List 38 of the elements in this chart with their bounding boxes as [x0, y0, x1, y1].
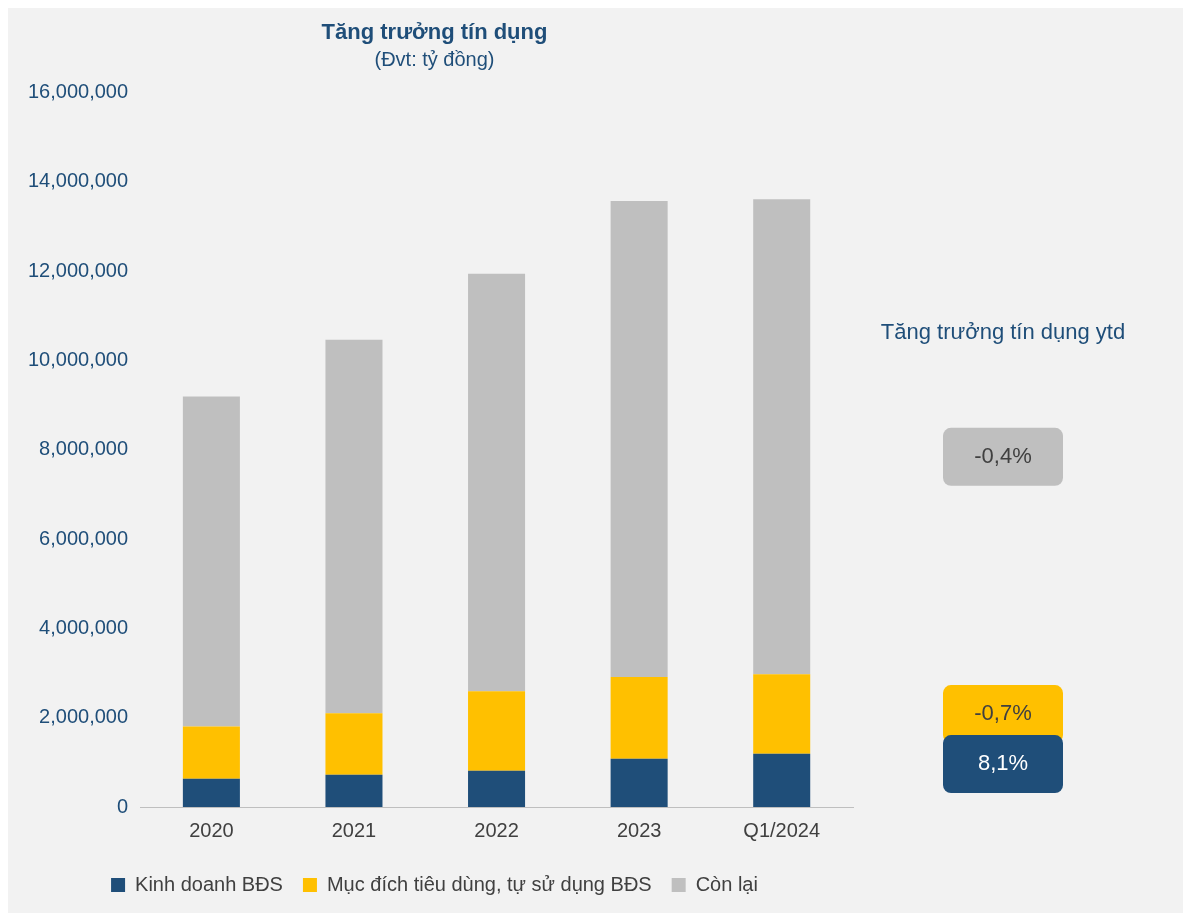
- bar: [182, 396, 240, 727]
- text: -0,7%: [974, 700, 1032, 726]
- legend-label: Mục đích tiêu dùng, tự sử dụng BĐS: [326, 872, 652, 895]
- x-tick-label: 2020: [189, 818, 234, 841]
- bar: [753, 674, 811, 754]
- bar: [468, 273, 526, 692]
- bar: [325, 774, 383, 807]
- bar: [325, 713, 383, 775]
- chart-title: Tăng trưởng tín dụng: [321, 19, 548, 45]
- x-tick-label: 2023: [616, 818, 662, 841]
- x-tick-label: 2022: [474, 818, 519, 841]
- y-tick-label: 12,000,000: [27, 258, 129, 281]
- x-tick-label: Q1/2024: [743, 818, 821, 841]
- legend-label: Kinh doanh BĐS: [135, 872, 283, 895]
- bar: [753, 199, 811, 675]
- bar: [182, 726, 240, 779]
- y-tick-label: 8,000,000: [39, 437, 129, 460]
- bar: [753, 753, 811, 807]
- bar: [610, 758, 668, 807]
- chart-subtitle: (Đvt: tỷ đồng): [374, 47, 495, 70]
- y-tick-label: 2,000,000: [39, 705, 129, 728]
- bar: [182, 778, 240, 807]
- y-tick-label: 10,000,000: [27, 347, 129, 370]
- bar: [610, 200, 668, 678]
- legend-label: Còn lại: [695, 872, 758, 895]
- text: Tăng trưởng tín dụng ytd: [880, 318, 1126, 344]
- y-tick-label: 14,000,000: [27, 169, 129, 192]
- y-tick-label: 6,000,000: [39, 526, 129, 549]
- text: 8,1%: [977, 750, 1029, 776]
- y-tick-label: 16,000,000: [27, 79, 129, 102]
- bar: [610, 677, 668, 759]
- bar: [468, 770, 526, 807]
- bar: [325, 339, 383, 714]
- x-tick-label: 2021: [331, 818, 377, 841]
- y-tick-label: 4,000,000: [39, 615, 129, 638]
- bar: [468, 691, 526, 771]
- text: -0,4%: [974, 442, 1032, 468]
- y-tick-label: 0: [116, 794, 129, 817]
